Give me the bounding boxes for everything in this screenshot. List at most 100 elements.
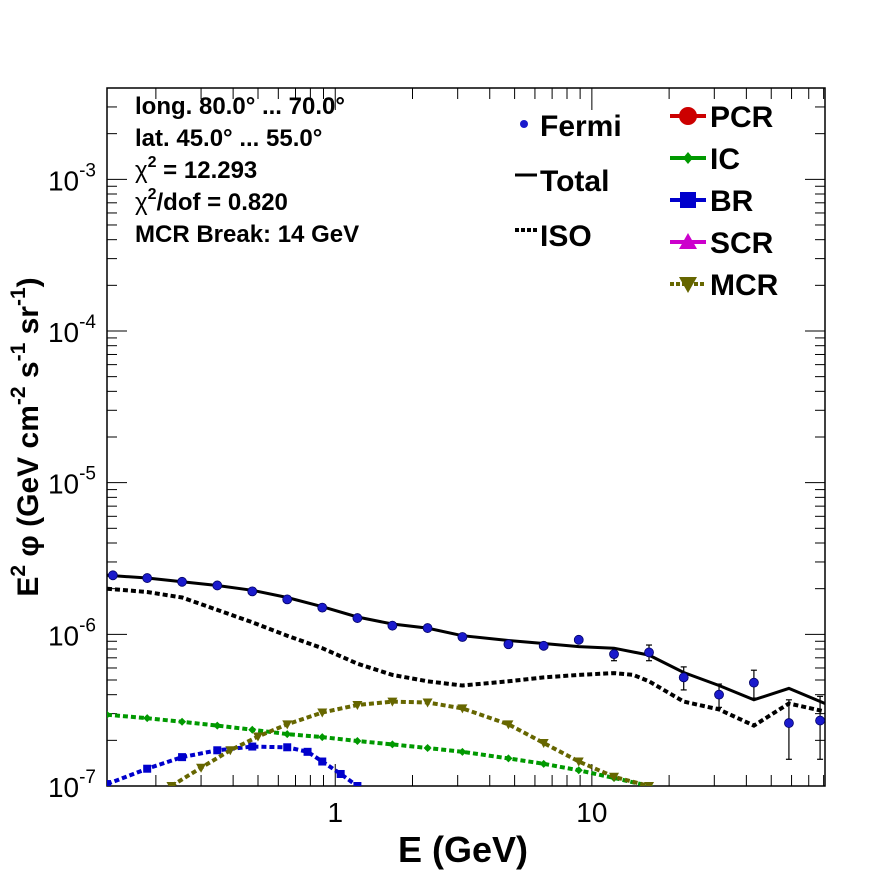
- x-tick-label: 1: [327, 797, 343, 828]
- fermi-point: [749, 677, 759, 688]
- series-br: [107, 744, 359, 786]
- legend-marker: [679, 277, 697, 293]
- y-tick-label: 10-3: [48, 160, 96, 196]
- fermi-point: [422, 623, 433, 633]
- mcr-marker: [609, 772, 620, 782]
- ic-marker: [539, 759, 548, 768]
- mcr-marker: [196, 763, 207, 773]
- mcr-marker: [166, 782, 177, 786]
- legend-item-br: BR: [670, 185, 754, 218]
- fermi-point: [609, 649, 619, 660]
- y-tick-label: 10-5: [48, 464, 96, 500]
- legend-item-mcr: MCR: [670, 269, 779, 302]
- x-axis-title: E (GeV): [398, 829, 528, 870]
- fermi-points: [107, 570, 825, 760]
- info-line: lat. 45.0° ... 55.0°: [135, 125, 322, 152]
- legend-item-total: Total: [515, 165, 609, 198]
- plot-frame: [106, 87, 826, 787]
- ic-marker: [107, 710, 111, 719]
- legend-item-iso: ISO: [515, 220, 592, 253]
- br-marker: [143, 764, 152, 773]
- fermi-point: [247, 586, 258, 597]
- br-marker: [353, 782, 362, 786]
- y-axis-title: E2 φ (GeV cm-2 s-1 sr-1): [7, 277, 45, 596]
- legend-label: IC: [710, 143, 740, 176]
- legend-item-fermi: Fermi: [520, 110, 622, 143]
- br-marker: [213, 746, 222, 755]
- fermi-point: [282, 594, 293, 605]
- fermi-point: [142, 573, 153, 583]
- series-mcr: [170, 699, 650, 786]
- fermi-point: [177, 576, 187, 587]
- legend-label: ISO: [540, 220, 592, 253]
- legend-marker: [680, 192, 696, 208]
- br-marker: [336, 769, 345, 778]
- mcr-marker: [422, 698, 433, 708]
- fermi-point: [317, 602, 328, 613]
- info-line: χ2 = 12.293: [135, 154, 257, 184]
- y-tick-labels: 10-3 10-4 10-5 10-6 10-7: [48, 160, 96, 803]
- legend-marker: [520, 120, 528, 128]
- legend-item-scr: SCR: [670, 227, 774, 260]
- mcr-marker: [317, 708, 328, 718]
- ic-marker: [504, 754, 513, 763]
- fermi-point: [212, 580, 223, 591]
- ic-marker: [178, 717, 187, 726]
- br-marker: [178, 753, 187, 762]
- ic-marker: [423, 744, 432, 753]
- ic-marker: [143, 714, 152, 723]
- fermi-point: [503, 639, 514, 650]
- br-marker: [248, 742, 257, 751]
- mcr-marker: [225, 746, 236, 756]
- x-tick-labels: 1 10: [327, 797, 607, 828]
- mcr-marker: [282, 720, 293, 730]
- fermi-point: [644, 647, 654, 658]
- mcr-marker: [352, 701, 363, 711]
- info-line: χ2/dof = 0.820: [135, 186, 288, 216]
- legend-label: MCR: [710, 269, 779, 302]
- br-marker: [318, 757, 327, 766]
- mcr-marker: [503, 720, 514, 730]
- fermi-point: [457, 632, 468, 642]
- legend-label: PCR: [710, 101, 774, 134]
- mcr-marker: [644, 782, 655, 786]
- ic-marker: [388, 740, 397, 749]
- legend-marker: [679, 233, 697, 249]
- legend-label: Total: [540, 165, 609, 198]
- fermi-point: [784, 718, 794, 728]
- legend-label: BR: [710, 185, 754, 218]
- info-line: long. 80.0° ... 70.0°: [135, 93, 345, 120]
- mcr-marker: [387, 697, 398, 707]
- legend-left: Fermi Total ISO: [515, 110, 622, 253]
- ic-marker: [283, 730, 292, 739]
- mcr-marker: [538, 739, 549, 749]
- series-iso: [107, 586, 825, 728]
- fermi-point: [387, 620, 398, 631]
- legend-item-ic: IC: [670, 143, 740, 176]
- ic-marker: [458, 747, 467, 756]
- legend-marker: [683, 152, 693, 164]
- mcr-marker: [573, 757, 584, 767]
- ic-marker: [213, 721, 222, 730]
- br-marker: [283, 743, 292, 752]
- ic-marker: [248, 725, 257, 734]
- fermi-point: [678, 672, 689, 683]
- x-tick-label: 10: [576, 797, 607, 828]
- legend-marker: [679, 107, 697, 125]
- y-tick-label: 10-6: [48, 615, 96, 651]
- mcr-marker: [252, 732, 263, 742]
- br-marker: [303, 747, 312, 756]
- ic-marker: [318, 733, 327, 742]
- info-box: long. 80.0° ... 70.0° lat. 45.0° ... 55.0…: [135, 93, 359, 248]
- series-ic: [107, 712, 650, 786]
- fermi-point: [538, 640, 549, 651]
- br-marker: [107, 780, 111, 786]
- fermi-point: [107, 570, 118, 581]
- info-line: MCR Break: 14 GeV: [135, 221, 359, 248]
- ic-marker: [574, 766, 583, 775]
- ic-marker: [353, 737, 362, 746]
- mcr-marker: [457, 704, 468, 714]
- y-tick-label: 10-4: [48, 312, 96, 348]
- legend-label: SCR: [710, 227, 774, 260]
